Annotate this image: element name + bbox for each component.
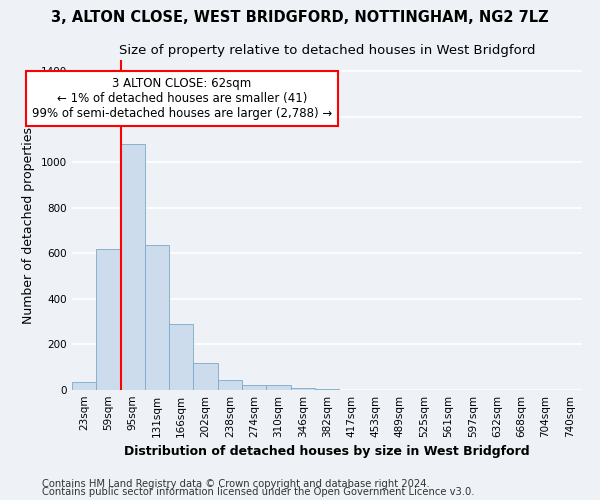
- Y-axis label: Number of detached properties: Number of detached properties: [22, 126, 35, 324]
- Bar: [72, 382, 96, 390]
- Title: Size of property relative to detached houses in West Bridgford: Size of property relative to detached ho…: [119, 44, 535, 58]
- Bar: [121, 144, 145, 390]
- Text: Contains public sector information licensed under the Open Government Licence v3: Contains public sector information licen…: [42, 487, 475, 497]
- Bar: [290, 388, 315, 390]
- Bar: [266, 386, 290, 390]
- Text: 3 ALTON CLOSE: 62sqm
← 1% of detached houses are smaller (41)
99% of semi-detach: 3 ALTON CLOSE: 62sqm ← 1% of detached ho…: [32, 77, 332, 120]
- Bar: [242, 386, 266, 390]
- Text: 3, ALTON CLOSE, WEST BRIDGFORD, NOTTINGHAM, NG2 7LZ: 3, ALTON CLOSE, WEST BRIDGFORD, NOTTINGH…: [51, 10, 549, 25]
- Bar: [315, 389, 339, 390]
- Bar: [218, 380, 242, 390]
- X-axis label: Distribution of detached houses by size in West Bridgford: Distribution of detached houses by size …: [124, 446, 530, 458]
- Bar: [169, 324, 193, 390]
- Bar: [145, 246, 169, 390]
- Text: Contains HM Land Registry data © Crown copyright and database right 2024.: Contains HM Land Registry data © Crown c…: [42, 479, 430, 489]
- Bar: [193, 362, 218, 390]
- Bar: [96, 249, 121, 390]
